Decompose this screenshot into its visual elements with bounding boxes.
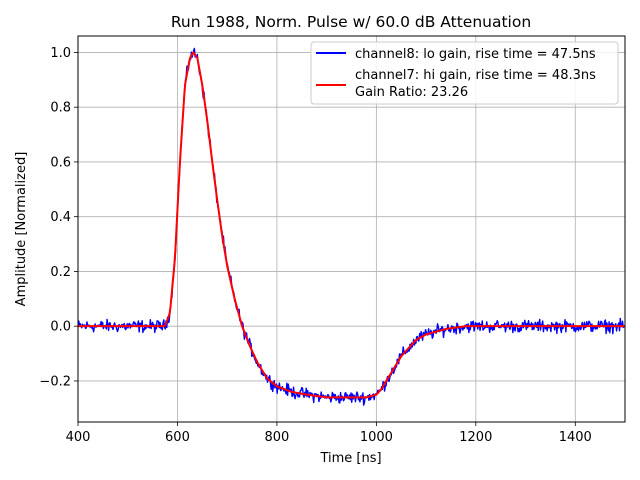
- legend-box: [310, 41, 619, 105]
- y-tick-label: 0.8: [50, 101, 71, 116]
- y-tick-label: 0.0: [50, 320, 71, 335]
- y-tick-label: 0.4: [50, 210, 71, 225]
- x-tick-label: 1400: [559, 430, 592, 445]
- x-tick-label: 1000: [360, 430, 393, 445]
- legend-label-channel8: channel8: lo gain, rise time = 47.5ns: [355, 47, 596, 62]
- y-tick-label: 1.0: [50, 46, 71, 61]
- y-axis-label: Amplitude [Normalized]: [14, 152, 29, 307]
- x-tick-label: 400: [66, 430, 91, 445]
- legend-label-channel7: channel7: hi gain, rise time = 48.3ns: [355, 68, 596, 83]
- legend-gain-ratio: Gain Ratio: 23.26: [355, 85, 468, 100]
- x-axis-label: Time [ns]: [319, 451, 381, 466]
- chart-title: Run 1988, Norm. Pulse w/ 60.0 dB Attenua…: [171, 13, 531, 31]
- y-tick-label: 0.2: [50, 265, 71, 280]
- legend: channel8: lo gain, rise time = 47.5ns ch…: [310, 41, 619, 105]
- y-tick-label: 0.6: [50, 155, 71, 170]
- x-tick-label: 800: [264, 430, 289, 445]
- y-tick-label: −0.2: [39, 374, 71, 389]
- series-line-channel7: [78, 51, 625, 399]
- series-layer: [78, 47, 625, 406]
- ticks: 400 600 800 1000 1200 1400 −0.2 0.0 0.2 0.4 0.6 0.8…: [39, 46, 591, 445]
- x-tick-label: 600: [165, 430, 190, 445]
- x-tick-label: 1200: [459, 430, 492, 445]
- plot-frame: [77, 35, 626, 423]
